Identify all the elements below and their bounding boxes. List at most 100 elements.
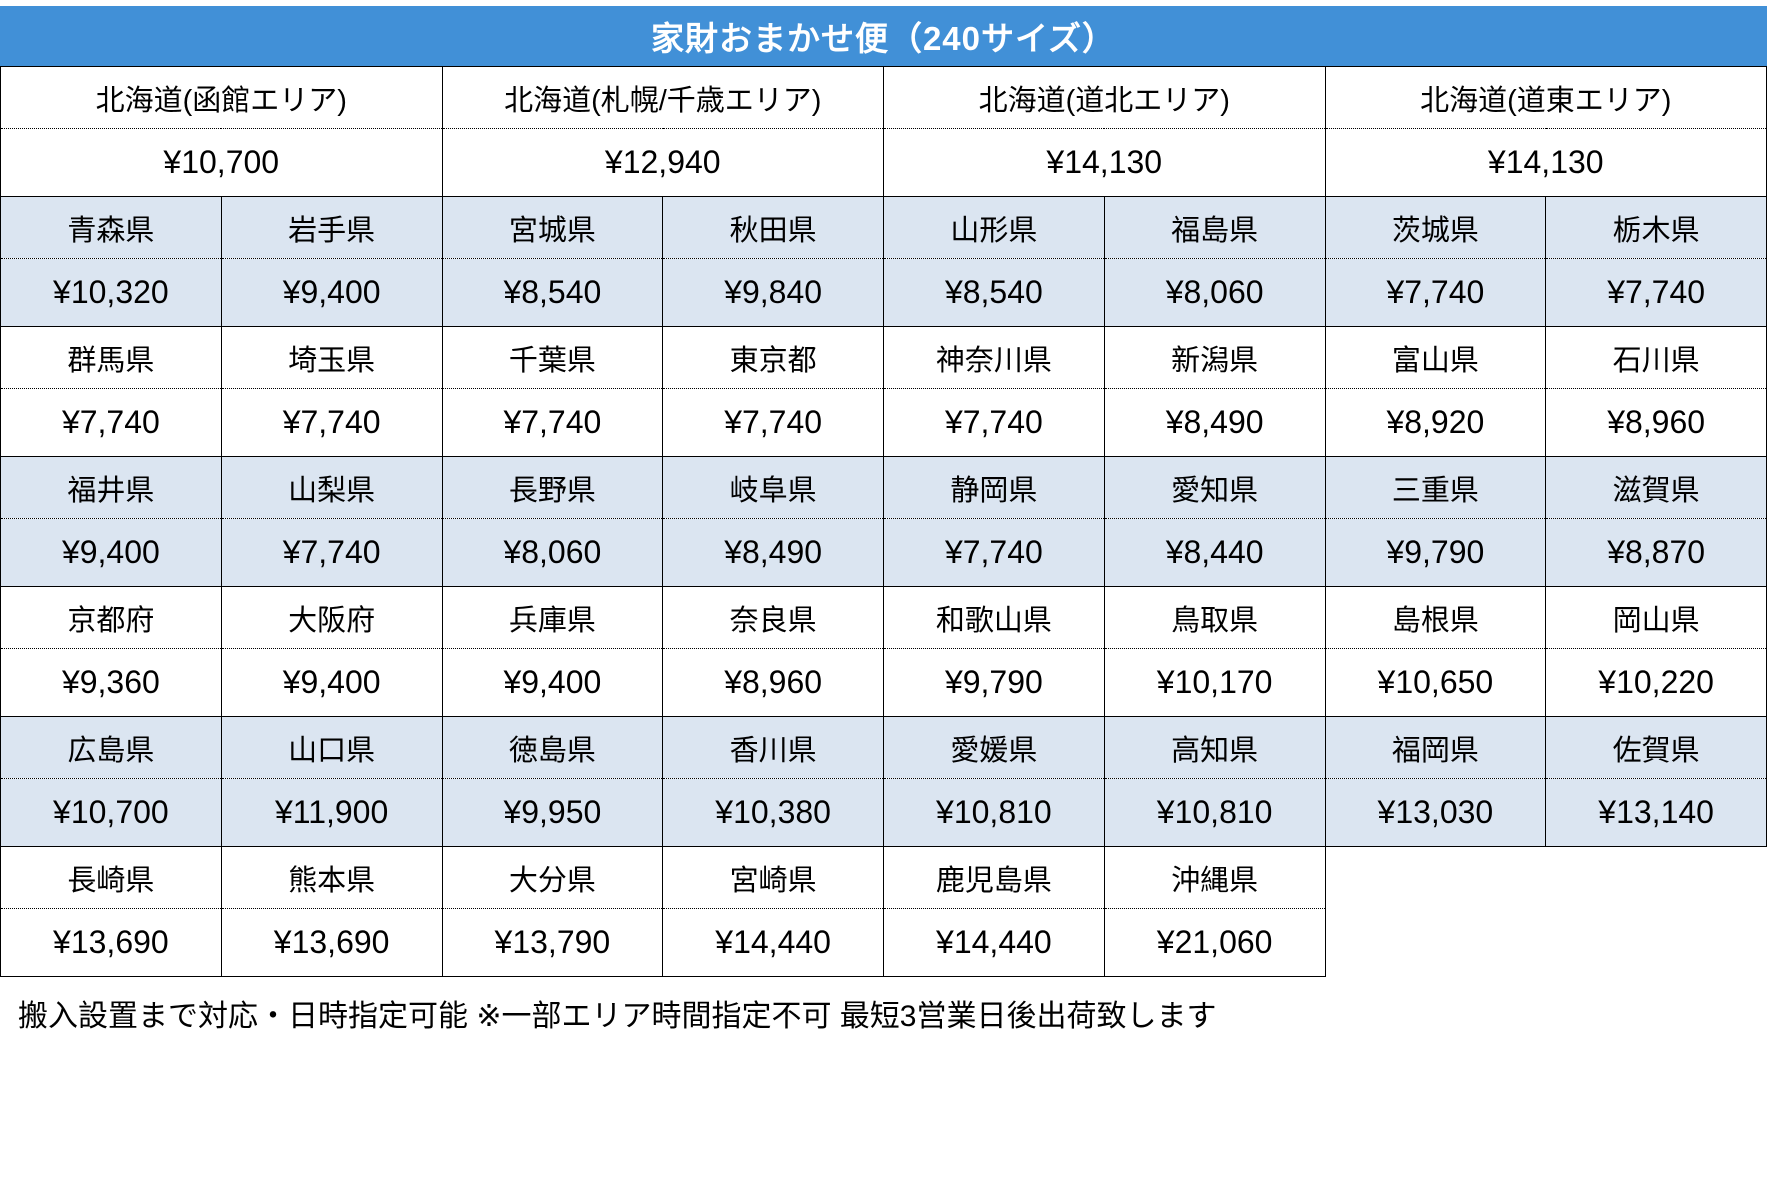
hokkaido-area-cell: 北海道(道東エリア) — [1324, 66, 1767, 129]
prefecture-cell: 埼玉県 — [220, 326, 443, 389]
hokkaido-area-cell: 北海道(札幌/千歳エリア) — [441, 66, 884, 129]
price-cell: ¥9,950 — [441, 778, 664, 847]
prefecture-cell: 岐阜県 — [662, 456, 884, 519]
price-cell: ¥8,960 — [662, 648, 884, 717]
price-cell: ¥7,740 — [1324, 258, 1547, 327]
prefecture-cell: 島根県 — [1324, 586, 1547, 649]
prefecture-cell: 福井県 — [0, 456, 222, 519]
hokkaido-price-cell: ¥12,940 — [441, 128, 884, 197]
price-cell: ¥13,030 — [1324, 778, 1547, 847]
hokkaido-price-cell: ¥14,130 — [883, 128, 1326, 197]
prefecture-cell: 長崎県 — [0, 846, 222, 909]
prefecture-cell: 沖縄県 — [1103, 846, 1326, 909]
footer-note: 搬入設置まで対応・日時指定可能 ※一部エリア時間指定不可 最短3営業日後出荷致し… — [18, 1000, 1217, 1033]
prefecture-cell: 長野県 — [441, 456, 664, 519]
prefecture-cell: 富山県 — [1324, 326, 1547, 389]
price-cell: ¥8,490 — [1103, 388, 1326, 457]
price-cell: ¥10,700 — [0, 778, 222, 847]
prefecture-cell: 山口県 — [220, 716, 443, 779]
prefecture-cell: 大阪府 — [220, 586, 443, 649]
price-cell: ¥8,490 — [662, 518, 884, 587]
price-cell: ¥9,400 — [441, 648, 664, 717]
price-cell: ¥8,540 — [441, 258, 664, 327]
price-cell: ¥8,060 — [1103, 258, 1326, 327]
prefecture-cell: 山形県 — [883, 196, 1105, 259]
prefecture-cell: 愛知県 — [1103, 456, 1326, 519]
price-cell: ¥7,740 — [220, 388, 443, 457]
prefecture-cell: 高知県 — [1103, 716, 1326, 779]
prefecture-cell: 青森県 — [0, 196, 222, 259]
hokkaido-area-cell: 北海道(道北エリア) — [883, 66, 1326, 129]
price-cell: ¥13,690 — [220, 908, 443, 977]
price-cell: ¥14,440 — [883, 908, 1105, 977]
price-cell: ¥10,220 — [1545, 648, 1767, 717]
price-cell: ¥9,360 — [0, 648, 222, 717]
price-cell: ¥7,740 — [662, 388, 884, 457]
price-cell: ¥7,740 — [0, 388, 222, 457]
prefecture-cell: 福岡県 — [1324, 716, 1547, 779]
prefecture-cell: 東京都 — [662, 326, 884, 389]
prefecture-cell: 奈良県 — [662, 586, 884, 649]
prefecture-cell: 京都府 — [0, 586, 222, 649]
shipping-price-sheet: 家財おまかせ便（240サイズ） 北海道(函館エリア) 北海道(札幌/千歳エリア) 北… — [0, 6, 1767, 1033]
price-cell: ¥13,790 — [441, 908, 664, 977]
empty-region — [1325, 846, 1767, 977]
price-cell: ¥8,960 — [1545, 388, 1767, 457]
hokkaido-price-cell: ¥14,130 — [1324, 128, 1767, 197]
hokkaido-area-cell: 北海道(函館エリア) — [0, 66, 443, 129]
prefecture-cell: 香川県 — [662, 716, 884, 779]
prefecture-cell: 愛媛県 — [883, 716, 1105, 779]
prefecture-cell: 千葉県 — [441, 326, 664, 389]
prefecture-cell: 兵庫県 — [441, 586, 664, 649]
prefecture-cell: 佐賀県 — [1545, 716, 1767, 779]
price-cell: ¥8,440 — [1103, 518, 1326, 587]
price-cell: ¥10,810 — [1103, 778, 1326, 847]
prefecture-cell: 鳥取県 — [1103, 586, 1326, 649]
price-cell: ¥8,540 — [883, 258, 1105, 327]
prefecture-cell: 宮城県 — [441, 196, 664, 259]
prefecture-cell: 三重県 — [1324, 456, 1547, 519]
prefecture-cell: 滋賀県 — [1545, 456, 1767, 519]
price-cell: ¥11,900 — [220, 778, 443, 847]
price-cell: ¥7,740 — [441, 388, 664, 457]
price-cell: ¥10,650 — [1324, 648, 1547, 717]
price-cell: ¥10,380 — [662, 778, 884, 847]
prefecture-cell: 熊本県 — [220, 846, 443, 909]
price-cell: ¥7,740 — [883, 518, 1105, 587]
prefecture-cell: 広島県 — [0, 716, 222, 779]
price-cell: ¥10,810 — [883, 778, 1105, 847]
price-cell: ¥7,740 — [1545, 258, 1767, 327]
price-cell: ¥14,440 — [662, 908, 884, 977]
price-cell: ¥13,140 — [1545, 778, 1767, 847]
price-cell: ¥13,690 — [0, 908, 222, 977]
prefecture-cell: 山梨県 — [220, 456, 443, 519]
prefecture-cell: 群馬県 — [0, 326, 222, 389]
prefecture-cell: 岩手県 — [220, 196, 443, 259]
prefecture-cell: 福島県 — [1103, 196, 1326, 259]
prefecture-cell: 大分県 — [441, 846, 664, 909]
prefecture-cell: 岡山県 — [1545, 586, 1767, 649]
price-cell: ¥9,790 — [883, 648, 1105, 717]
prefecture-cell: 新潟県 — [1103, 326, 1326, 389]
prefecture-cell: 茨城県 — [1324, 196, 1547, 259]
price-cell: ¥8,870 — [1545, 518, 1767, 587]
price-cell: ¥21,060 — [1103, 908, 1326, 977]
prefecture-cell: 栃木県 — [1545, 196, 1767, 259]
price-cell: ¥10,170 — [1103, 648, 1326, 717]
price-cell: ¥9,840 — [662, 258, 884, 327]
price-cell: ¥9,400 — [220, 258, 443, 327]
prefecture-cell: 神奈川県 — [883, 326, 1105, 389]
price-cell: ¥9,790 — [1324, 518, 1547, 587]
prefecture-cell: 徳島県 — [441, 716, 664, 779]
prefecture-cell: 鹿児島県 — [883, 846, 1105, 909]
prefecture-cell: 静岡県 — [883, 456, 1105, 519]
price-cell: ¥8,060 — [441, 518, 664, 587]
table-title: 家財おまかせ便（240サイズ） — [0, 6, 1767, 66]
prefecture-cell: 石川県 — [1545, 326, 1767, 389]
prefecture-price-table: 北海道(函館エリア) 北海道(札幌/千歳エリア) 北海道(道北エリア) 北海道(道東エ… — [0, 66, 1767, 977]
prefecture-cell: 和歌山県 — [883, 586, 1105, 649]
price-cell: ¥7,740 — [883, 388, 1105, 457]
prefecture-cell: 宮崎県 — [662, 846, 884, 909]
hokkaido-price-cell: ¥10,700 — [0, 128, 443, 197]
price-cell: ¥9,400 — [0, 518, 222, 587]
